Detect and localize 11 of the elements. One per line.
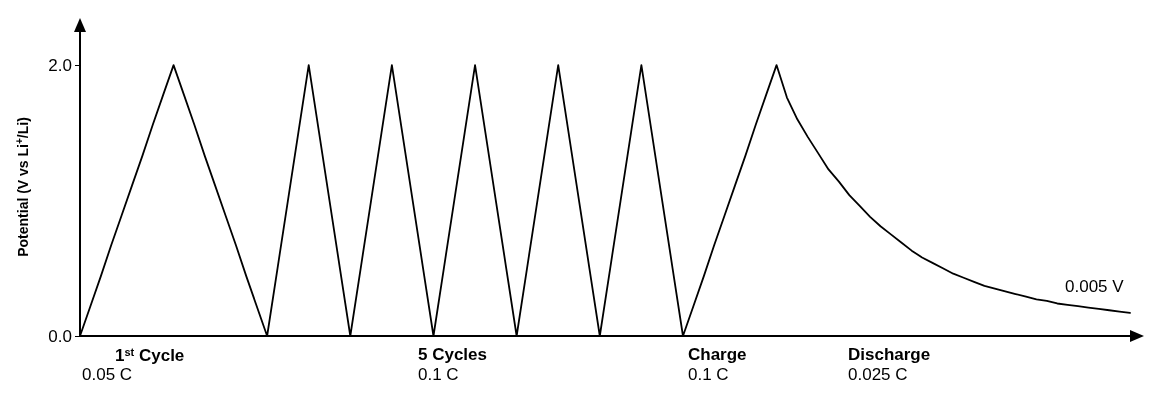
y-tick-label: 2.0 — [48, 55, 72, 75]
text: Discharge — [848, 345, 931, 364]
text: 0.1 C — [688, 365, 729, 384]
text: Charge — [688, 345, 747, 364]
y-axis-title: Potential (V vs Li+/Li) — [13, 117, 31, 257]
text: 5 Cycles — [418, 345, 487, 364]
annotation: 0.005 V — [1065, 277, 1125, 296]
text: 0.1 C — [418, 365, 459, 384]
y-tick-label: 0.0 — [48, 326, 72, 346]
text: 0.025 C — [848, 365, 908, 384]
text: 0.05 C — [82, 365, 133, 384]
